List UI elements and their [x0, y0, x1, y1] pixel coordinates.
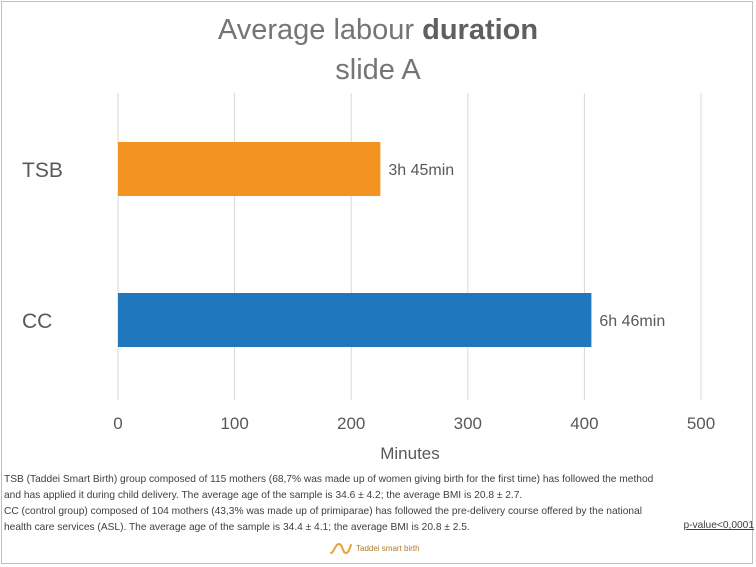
bar-tsb	[118, 142, 381, 196]
category-label-tsb: TSB	[22, 159, 63, 182]
x-tick-label-1: 100	[220, 414, 248, 433]
footnote-line-1: TSB (Taddei Smart Birth) group composed …	[4, 474, 654, 485]
data-label-tsb: 3h 45min	[388, 162, 454, 179]
chart-title-prefix: Average labour	[217, 14, 423, 46]
x-tick-label-0: 0	[113, 414, 122, 433]
x-tick-label-2: 200	[337, 414, 365, 433]
bar-cc	[118, 293, 592, 347]
data-label-cc: 6h 46min	[599, 313, 665, 330]
footnotes: TSB (Taddei Smart Birth) group composed …	[4, 472, 746, 536]
chart-title-bold: duration	[422, 14, 539, 46]
x-axis-title: Minutes	[380, 444, 440, 463]
chart-subtitle: slide A	[335, 54, 421, 86]
bar-chart: TSB 3h 45min CC 6h 46min 0 100 200 300 400 500 Min…	[22, 93, 715, 463]
p-value: p-value<0,0001	[683, 520, 754, 531]
footnote-line-4: health care services (ASL). The average …	[4, 522, 470, 533]
chart-title: Average labour duration	[0, 14, 756, 47]
x-tick-label-3: 300	[454, 414, 482, 433]
footnote-line-2: and has applied it during child delivery…	[4, 490, 523, 501]
category-label-cc: CC	[22, 310, 52, 333]
wave-logo-icon	[330, 542, 352, 555]
logo-text: Taddei smart birth	[356, 543, 420, 553]
brand-logo: Taddei smart birth	[330, 540, 420, 556]
x-tick-label-4: 400	[570, 414, 598, 433]
footnote-line-3: CC (control group) composed of 104 mothe…	[4, 506, 642, 517]
x-tick-label-5: 500	[687, 414, 715, 433]
